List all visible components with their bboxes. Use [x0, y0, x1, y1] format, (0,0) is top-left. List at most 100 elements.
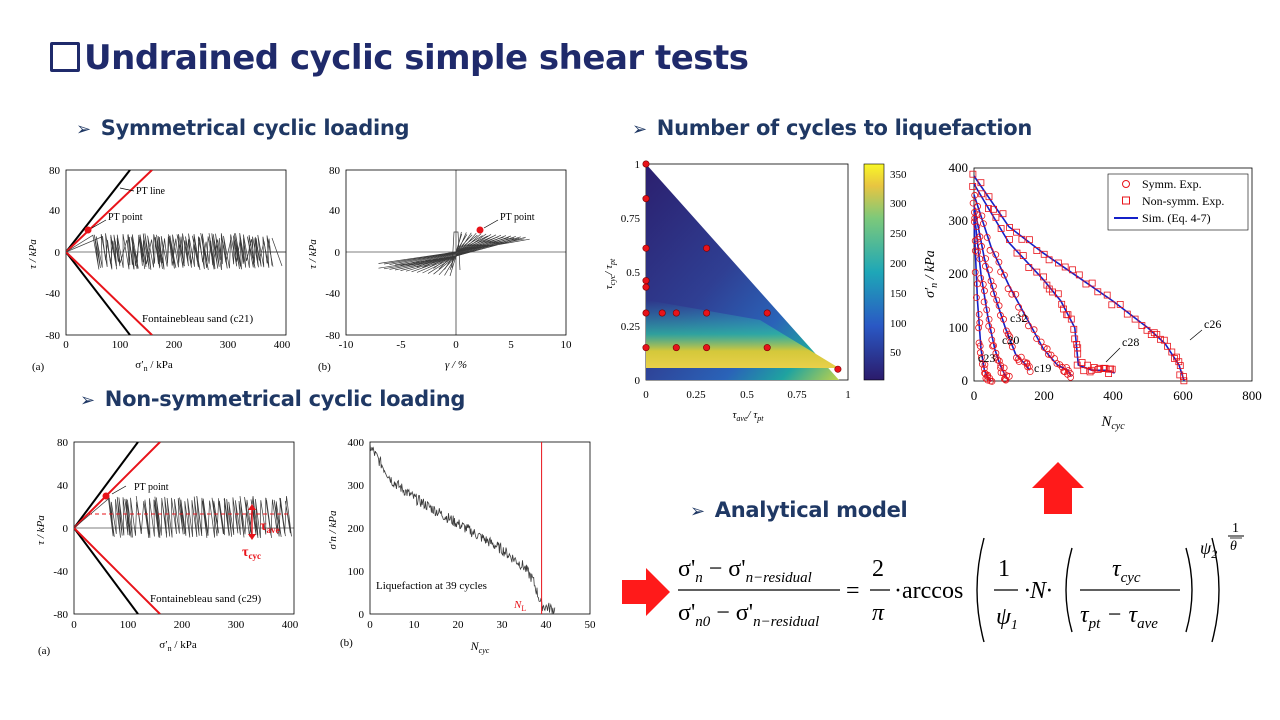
cb-tick: 250	[890, 228, 907, 240]
x-tick: 30	[497, 619, 509, 631]
colorbar-ticks: 350 300 250 200 150 100 50	[890, 169, 907, 359]
plot-frame	[369, 441, 591, 615]
exp-square-marker	[999, 210, 1007, 218]
exp-circle-marker	[977, 274, 985, 282]
y-tick: 200	[348, 523, 365, 535]
exp-square-marker	[1176, 371, 1184, 379]
x-tick: -5	[396, 339, 406, 351]
data-point	[703, 309, 711, 317]
exp-circle-marker	[995, 302, 1003, 310]
curve-label: c19	[1034, 361, 1051, 375]
cb-tick: 100	[890, 318, 907, 330]
exp-square-marker	[1175, 358, 1183, 366]
exp-square-marker	[1131, 315, 1139, 323]
exp-square-marker	[1105, 370, 1113, 378]
data-point	[672, 309, 680, 317]
exp-square-marker	[1033, 247, 1041, 254]
exp-square-marker	[1150, 329, 1158, 337]
curve-label: c20	[1002, 333, 1019, 347]
exp-circle-marker	[978, 242, 985, 250]
arrowhead-icon	[248, 534, 256, 540]
equals-sign: =	[846, 578, 860, 604]
annotation-pt-point: PT point	[134, 482, 169, 493]
exp-circle-marker	[1023, 359, 1031, 367]
x-ticks: -10 -5 0 5 10	[339, 339, 572, 351]
exp-square-marker	[1108, 365, 1116, 373]
exp-square-marker	[1173, 353, 1180, 361]
exp-circle-marker	[989, 342, 996, 350]
y-tick: 40	[49, 205, 61, 217]
pt-point-marker	[476, 226, 484, 234]
y-axis-label: τcyc/ τpt	[603, 258, 617, 289]
pt-point-marker	[84, 226, 92, 234]
x-tick: 0.5	[740, 389, 754, 401]
exp-circle-marker	[1000, 315, 1007, 323]
stress-path	[66, 235, 273, 266]
exp-square-marker	[1026, 236, 1033, 244]
paren-inner-right	[1185, 547, 1193, 633]
exp-square-marker	[985, 193, 993, 201]
exp-square-marker	[997, 225, 1005, 232]
exp-circle-marker	[978, 212, 986, 220]
pt-line-upper	[66, 170, 131, 253]
y-tick: 1	[635, 159, 641, 171]
y-tick: 40	[329, 205, 341, 217]
exp-square-marker	[1040, 250, 1048, 258]
exp-circle-marker	[986, 266, 993, 274]
exp-circle-marker	[1006, 333, 1014, 341]
exp-square-marker	[1025, 264, 1033, 271]
chart-nonsym-ncyc: NL Liquefaction at 39 cycles 400 300 200…	[327, 438, 596, 655]
x-tick: 400	[1103, 388, 1123, 403]
exp-square-marker	[1096, 364, 1104, 372]
exp-circle-marker	[1067, 373, 1075, 381]
colorbar	[863, 163, 885, 381]
arrowhead-bullet-icon: ➢	[690, 501, 705, 522]
exp-circle-marker	[1026, 368, 1034, 376]
x-tick: 0	[367, 619, 373, 631]
exp-circle-marker	[1017, 353, 1025, 361]
exp-circle-marker	[995, 258, 1003, 266]
exp-square-marker	[1054, 290, 1062, 298]
data-point	[672, 344, 680, 352]
exp-circle-marker	[970, 218, 978, 226]
exp-circle-marker	[997, 364, 1004, 372]
exp-square-marker	[1179, 373, 1187, 380]
x-tick: 1	[845, 389, 851, 401]
psi1: ψ1	[996, 604, 1018, 633]
y-ticks: 80 40 0 -40 -80	[45, 165, 60, 342]
x-axis-label: Ncyc	[1100, 414, 1125, 432]
x-tick: 0.25	[686, 389, 706, 401]
chart-heatmap: 350 300 250 200 150 100 50 1 0.75 0.5 0.…	[603, 159, 907, 423]
equation-lhs: σ'n − σ'n−residual σ'n0 − σ'n−residual =…	[678, 521, 1244, 643]
stress-path	[262, 237, 286, 267]
y-tick: -80	[45, 330, 60, 342]
x-tick: 0.75	[787, 389, 807, 401]
exp-circle-marker	[1044, 350, 1052, 358]
exp-circle-marker	[1012, 290, 1020, 298]
y-tick: 300	[949, 213, 969, 228]
annotation-arrow	[483, 219, 499, 229]
exp-circle-marker	[992, 251, 1000, 258]
exp-circle-marker	[976, 319, 984, 327]
x-tick: -10	[339, 339, 354, 351]
data-point	[642, 244, 650, 252]
data-point	[703, 344, 711, 352]
curve-label: c26	[1204, 317, 1221, 331]
failure-line-lower	[66, 251, 153, 335]
data-point	[642, 160, 650, 168]
curve-label: c23	[978, 351, 995, 365]
y-axis-label: σ′n / kPa	[923, 250, 940, 298]
data-point	[642, 277, 650, 285]
exp-circle-marker	[988, 326, 996, 334]
annotation-sand: Fontainebleau sand (c29)	[150, 593, 262, 605]
exp-circle-marker	[988, 377, 996, 385]
stress-path	[74, 495, 292, 539]
panel-label: (a)	[38, 645, 51, 657]
arrowhead-bullet-icon: ➢	[76, 119, 91, 140]
exp-square-marker	[1103, 291, 1111, 299]
exp-circle-marker	[985, 315, 993, 323]
exp-square-marker	[1006, 236, 1013, 243]
y-ticks: 80 40 0 -40 -80	[53, 438, 68, 621]
exp-square-marker	[1156, 335, 1164, 343]
exp-circle-marker	[981, 361, 989, 369]
